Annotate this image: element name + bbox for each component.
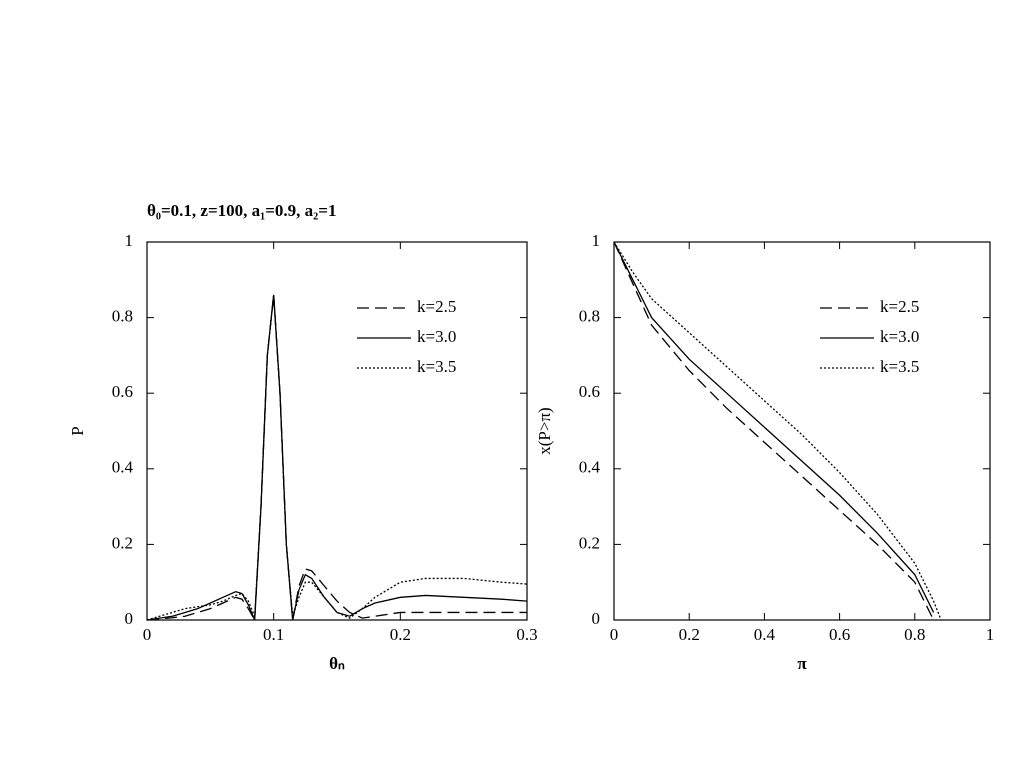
- plot-frame: [613, 241, 991, 621]
- y-tick-label: 0.4: [579, 458, 601, 477]
- series-line: [146, 294, 528, 621]
- legend-label: k=3.5: [417, 357, 456, 376]
- series-line: [613, 241, 942, 621]
- y-axis-label: x(P>π): [535, 407, 554, 454]
- series-line: [146, 294, 527, 623]
- x-tick-label: 0: [143, 625, 152, 644]
- y-tick-label: 0.8: [112, 307, 133, 326]
- x-tick-label: 0: [610, 625, 619, 644]
- series-line: [613, 241, 935, 613]
- y-tick-label: 1: [592, 231, 601, 250]
- series-line: [146, 294, 528, 621]
- x-tick-label: 0.1: [263, 625, 284, 644]
- legend-label: k=3.0: [880, 327, 919, 346]
- legend-label: k=2.5: [880, 297, 919, 316]
- y-tick-label: 0: [592, 609, 601, 628]
- x-axis-label: θₙ: [329, 654, 345, 673]
- y-tick-label: 0.2: [579, 533, 600, 552]
- y-axis-label: P: [68, 426, 87, 435]
- legend-label: k=3.5: [880, 357, 919, 376]
- y-tick-label: 0.8: [579, 307, 600, 326]
- x-tick-label: 0.6: [829, 625, 850, 644]
- x-tick-label: 0.8: [904, 625, 925, 644]
- legend-label: k=3.0: [417, 327, 456, 346]
- x-tick-label: 0.4: [754, 625, 776, 644]
- x-tick-label: 1: [986, 625, 995, 644]
- plot-frame: [146, 241, 528, 621]
- y-tick-label: 0.6: [579, 382, 600, 401]
- x-axis-label: π: [797, 654, 807, 673]
- y-tick-label: 0.2: [112, 533, 133, 552]
- x-tick-label: 0.2: [390, 625, 411, 644]
- series-line: [613, 241, 935, 621]
- x-tick-label: 0.3: [516, 625, 537, 644]
- x-tick-label: 0.2: [679, 625, 700, 644]
- y-tick-label: 0.4: [112, 458, 134, 477]
- chart-title: θ₀=0.1, z=100, a₁=0.9, a₂=1: [147, 201, 336, 220]
- legend-label: k=2.5: [417, 297, 456, 316]
- y-tick-label: 0.6: [112, 382, 133, 401]
- y-tick-label: 0: [125, 609, 134, 628]
- y-tick-label: 1: [125, 231, 134, 250]
